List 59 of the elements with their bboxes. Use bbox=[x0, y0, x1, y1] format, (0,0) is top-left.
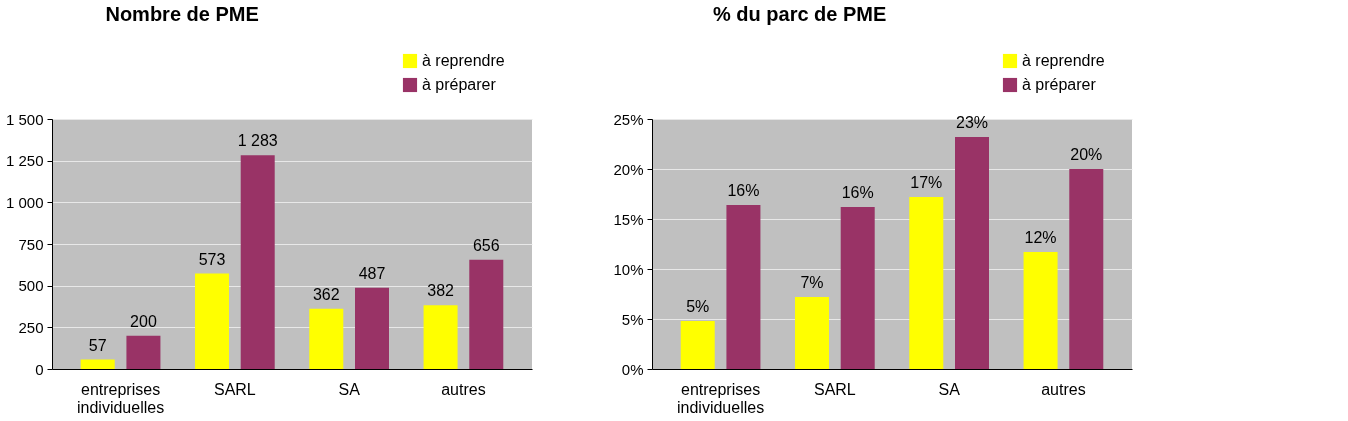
y-tick-label: 1 000 bbox=[5, 193, 44, 211]
bar bbox=[955, 137, 989, 369]
y-tick-label: 250 bbox=[18, 318, 44, 336]
y-tick-label: 0 bbox=[35, 360, 44, 378]
bar bbox=[355, 287, 389, 369]
bar bbox=[840, 207, 875, 369]
x-tick-label: SA bbox=[338, 380, 361, 398]
data-label: 16% bbox=[841, 184, 874, 201]
data-label: 573 bbox=[198, 250, 226, 268]
legend-label: à reprendre bbox=[1022, 52, 1105, 69]
y-tick-label: 1 250 bbox=[5, 152, 44, 170]
bar bbox=[80, 359, 115, 369]
legend-label: à préparer bbox=[1022, 76, 1097, 93]
y-tick-label: 500 bbox=[18, 277, 44, 295]
data-label: 7% bbox=[800, 274, 824, 291]
bar bbox=[795, 297, 829, 369]
data-label: 362 bbox=[312, 285, 340, 303]
y-tick-label: 20% bbox=[613, 160, 644, 178]
bar bbox=[680, 321, 715, 369]
bar bbox=[1069, 169, 1104, 369]
data-label: 12% bbox=[1024, 229, 1057, 246]
chart-title: % du parc de PME bbox=[712, 3, 887, 25]
bar bbox=[726, 205, 761, 369]
x-tick-label: autres bbox=[1041, 380, 1086, 398]
y-tick-label: 0% bbox=[621, 360, 644, 378]
bar bbox=[469, 259, 504, 369]
legend-label: à préparer bbox=[422, 76, 497, 93]
bar bbox=[423, 305, 458, 369]
x-tick-label: SA bbox=[938, 380, 961, 398]
chart-title: Nombre de PME bbox=[105, 3, 259, 25]
data-label: 23% bbox=[955, 114, 989, 131]
x-tick-label: entreprises individuelles bbox=[676, 380, 765, 416]
data-label: 487 bbox=[358, 264, 386, 282]
legend-label: à reprendre bbox=[422, 52, 505, 69]
data-label: 57 bbox=[88, 336, 107, 354]
x-tick-label: SARL bbox=[813, 380, 856, 398]
data-label: 16% bbox=[727, 182, 760, 199]
y-tick-label: 5% bbox=[621, 310, 644, 328]
x-tick-label: autres bbox=[441, 380, 486, 398]
data-label: 656 bbox=[472, 236, 500, 254]
y-tick-label: 15% bbox=[613, 210, 644, 228]
bar bbox=[126, 335, 161, 369]
data-label: 5% bbox=[686, 298, 710, 315]
bar bbox=[909, 197, 944, 369]
data-label: 1 283 bbox=[237, 132, 278, 150]
bar bbox=[195, 273, 229, 369]
x-tick-label: SARL bbox=[213, 380, 256, 398]
bar bbox=[240, 155, 275, 369]
bar bbox=[1023, 252, 1058, 369]
data-label: 20% bbox=[1070, 146, 1103, 163]
data-label: 200 bbox=[130, 312, 157, 330]
data-label: 17% bbox=[910, 174, 943, 191]
x-tick-label: entreprises individuelles bbox=[76, 380, 165, 416]
y-tick-label: 25% bbox=[613, 110, 644, 128]
bar bbox=[309, 308, 344, 369]
y-tick-label: 1 500 bbox=[5, 110, 44, 128]
y-tick-label: 750 bbox=[18, 235, 44, 253]
y-tick-label: 10% bbox=[613, 260, 644, 278]
data-label: 382 bbox=[427, 282, 455, 300]
